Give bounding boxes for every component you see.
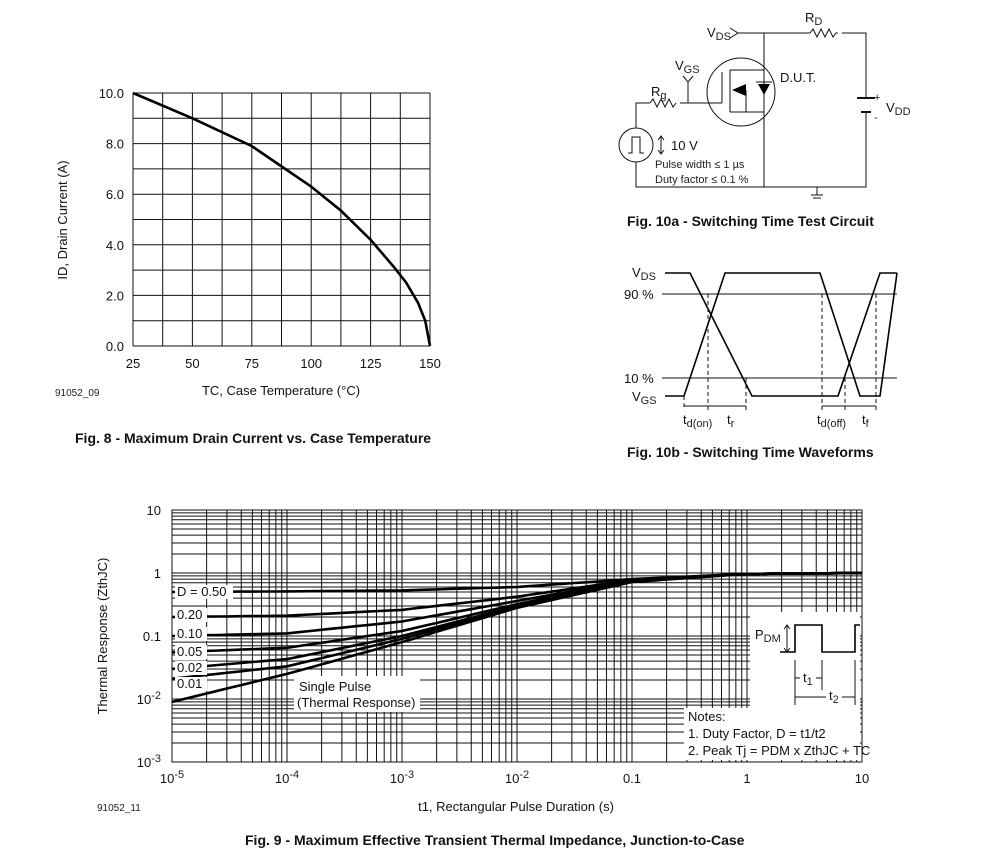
- vgs-label: VGS: [675, 58, 700, 76]
- fig8-xlabel: TC, Case Temperature (°C): [202, 383, 360, 398]
- tr-label: tr: [727, 412, 735, 430]
- fig8-xtick: 75: [245, 356, 259, 371]
- notes-title: Notes:: [688, 709, 726, 724]
- single-pulse-label: Single Pulse: [299, 679, 371, 694]
- fig10a-caption: Fig. 10a - Switching Time Test Circuit: [627, 213, 874, 229]
- vds-level: VDS: [632, 265, 656, 283]
- fig8-ytick: 6.0: [106, 187, 124, 202]
- fig9-ytick: 10-2: [137, 690, 161, 707]
- fig8-curve: [132, 91, 432, 347]
- td-on-label: td(on): [683, 412, 712, 430]
- fig9-chart: D = 0.50 0.20 0.10 0.050.020.01 Single Puls…: [95, 503, 870, 848]
- fig9-series-label: 0.20: [177, 607, 202, 622]
- note-1: 1. Duty Factor, D = t1/t2: [688, 726, 826, 741]
- fig8-xtick: 125: [360, 356, 382, 371]
- level-10: 10 %: [624, 371, 654, 386]
- fig10b-caption: Fig. 10b - Switching Time Waveforms: [627, 444, 874, 460]
- fig9-ytick: 10: [147, 503, 161, 518]
- fig9-code: 91052_11: [97, 803, 141, 814]
- fig9-ytick: 10-3: [137, 753, 161, 770]
- fig9-xtick: 10-2: [505, 769, 529, 786]
- fig9-xtick: 1: [743, 771, 750, 786]
- rg-label: Rg: [651, 84, 667, 102]
- pulse-width-note: Pulse width ≤ 1 µs: [655, 159, 745, 171]
- t1-label: t1: [803, 670, 813, 688]
- vgs-level: VGS: [632, 389, 657, 407]
- fig9-caption: Fig. 9 - Maximum Effective Transient The…: [245, 832, 745, 848]
- plus-sign: +: [874, 92, 880, 104]
- fig9-series-6: [171, 571, 863, 704]
- pulse-inset-waveform: [780, 624, 860, 653]
- fig9-ytick: 1: [154, 566, 161, 581]
- fig8-grid: [132, 92, 431, 347]
- fig9-series-label: 0.01: [177, 676, 202, 691]
- fig8-ylabel: ID, Drain Current (A): [55, 160, 70, 279]
- fig9-series-label: 0.05: [177, 644, 202, 659]
- fig8-ytick: 0.0: [106, 339, 124, 354]
- minus-sign: -: [874, 112, 878, 124]
- fig8-ytick: 4.0: [106, 238, 124, 253]
- fig8-xtick: 150: [419, 356, 441, 371]
- duty-factor-note: Duty factor ≤ 0.1 %: [655, 174, 749, 186]
- fig8-xtick: 100: [300, 356, 322, 371]
- vds-waveform: [665, 272, 897, 397]
- fig8-ytick: 8.0: [106, 137, 124, 152]
- fig8-code: 91052_09: [55, 388, 100, 399]
- fig9-series-label: D = 0.50: [177, 584, 227, 599]
- fig9-ytick: 0.1: [143, 629, 161, 644]
- fig8-xtick: 25: [126, 356, 140, 371]
- fig9-xtick: 0.1: [623, 771, 641, 786]
- dut-label: D.U.T.: [780, 70, 816, 85]
- fig9-xtick: 10-4: [275, 769, 299, 786]
- fig8-xtick: 50: [185, 356, 199, 371]
- fig9-ylabel: Thermal Response (ZthJC): [95, 558, 110, 715]
- fig10a-circuit: VDS RD VGS Rg D.U.T. + - VDD 10 V Pulse …: [618, 10, 911, 229]
- vds-label: VDS: [707, 25, 731, 43]
- fig9-series-label: 0.02: [177, 660, 202, 675]
- pdm-label: PDM: [755, 627, 781, 645]
- fig9-xlabel: t1, Rectangular Pulse Duration (s): [418, 799, 614, 814]
- rd-label: RD: [805, 10, 822, 28]
- pulse-voltage: 10 V: [671, 138, 698, 153]
- fig8-ytick: 2.0: [106, 288, 124, 303]
- fig8-chart: 25 50 75 100 125 150 0.0 2.0 4.0 6.0 8.0 10.0 TC, C…: [55, 86, 441, 446]
- fig9-xtick: 10-5: [160, 769, 184, 786]
- thermal-response-label: (Thermal Response): [297, 695, 416, 710]
- level-90: 90 %: [624, 287, 654, 302]
- tf-label: tf: [862, 412, 870, 430]
- fig9-xtick: 10: [855, 771, 869, 786]
- fig10b-waveforms: VDS 90 % 10 % VGS td(on) tr td(off) tf F…: [624, 265, 898, 460]
- note-2: 2. Peak Tj = PDM x ZthJC + TC: [688, 743, 870, 758]
- fig9-xtick: 10-3: [390, 769, 414, 786]
- fig8-ytick: 10.0: [99, 86, 124, 101]
- td-off-label: td(off): [817, 412, 846, 430]
- vdd-label: VDD: [886, 100, 911, 118]
- fig9-series-label: 0.10: [177, 626, 202, 641]
- t2-label: t2: [829, 688, 839, 706]
- fig8-caption: Fig. 8 - Maximum Drain Current vs. Case …: [75, 430, 431, 446]
